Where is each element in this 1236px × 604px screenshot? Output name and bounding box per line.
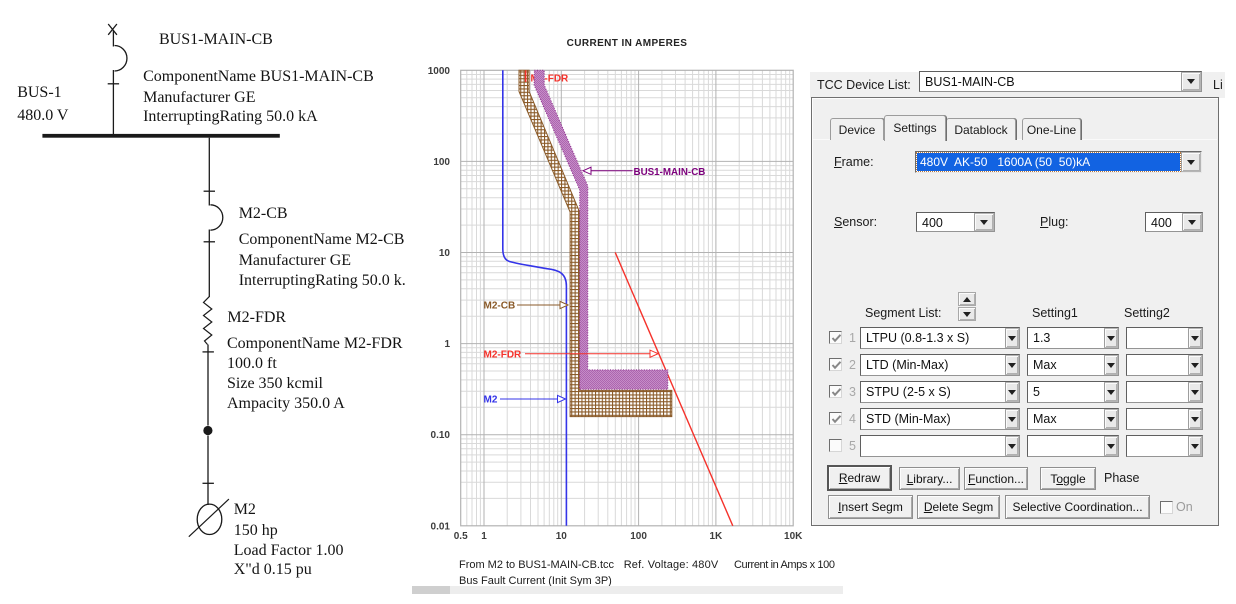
svg-text:10: 10 [439, 248, 451, 259]
svg-text:1K: 1K [710, 531, 724, 542]
svg-text:1: 1 [481, 531, 487, 542]
svg-text:10K: 10K [784, 531, 803, 542]
svg-text:M2-CB: M2-CB [484, 301, 516, 312]
svg-text:1000: 1000 [428, 66, 451, 77]
svg-text:0.5: 0.5 [454, 531, 468, 542]
svg-text:M2-FDR: M2-FDR [531, 74, 570, 85]
svg-text:0.01: 0.01 [431, 521, 451, 532]
svg-text:100: 100 [433, 157, 450, 168]
svg-text:100: 100 [630, 531, 647, 542]
svg-text:M2: M2 [484, 395, 498, 406]
svg-text:0.10: 0.10 [431, 430, 451, 441]
svg-text:Bus Fault Current (Init Sym 3P: Bus Fault Current (Init Sym 3P) [459, 575, 612, 587]
svg-text:1: 1 [444, 339, 450, 350]
svg-text:M2-FDR: M2-FDR [484, 350, 523, 361]
svg-text:CURRENT IN AMPERES: CURRENT IN AMPERES [567, 38, 688, 49]
svg-text:BUS1-MAIN-CB: BUS1-MAIN-CB [634, 167, 706, 178]
svg-text:10: 10 [556, 531, 568, 542]
